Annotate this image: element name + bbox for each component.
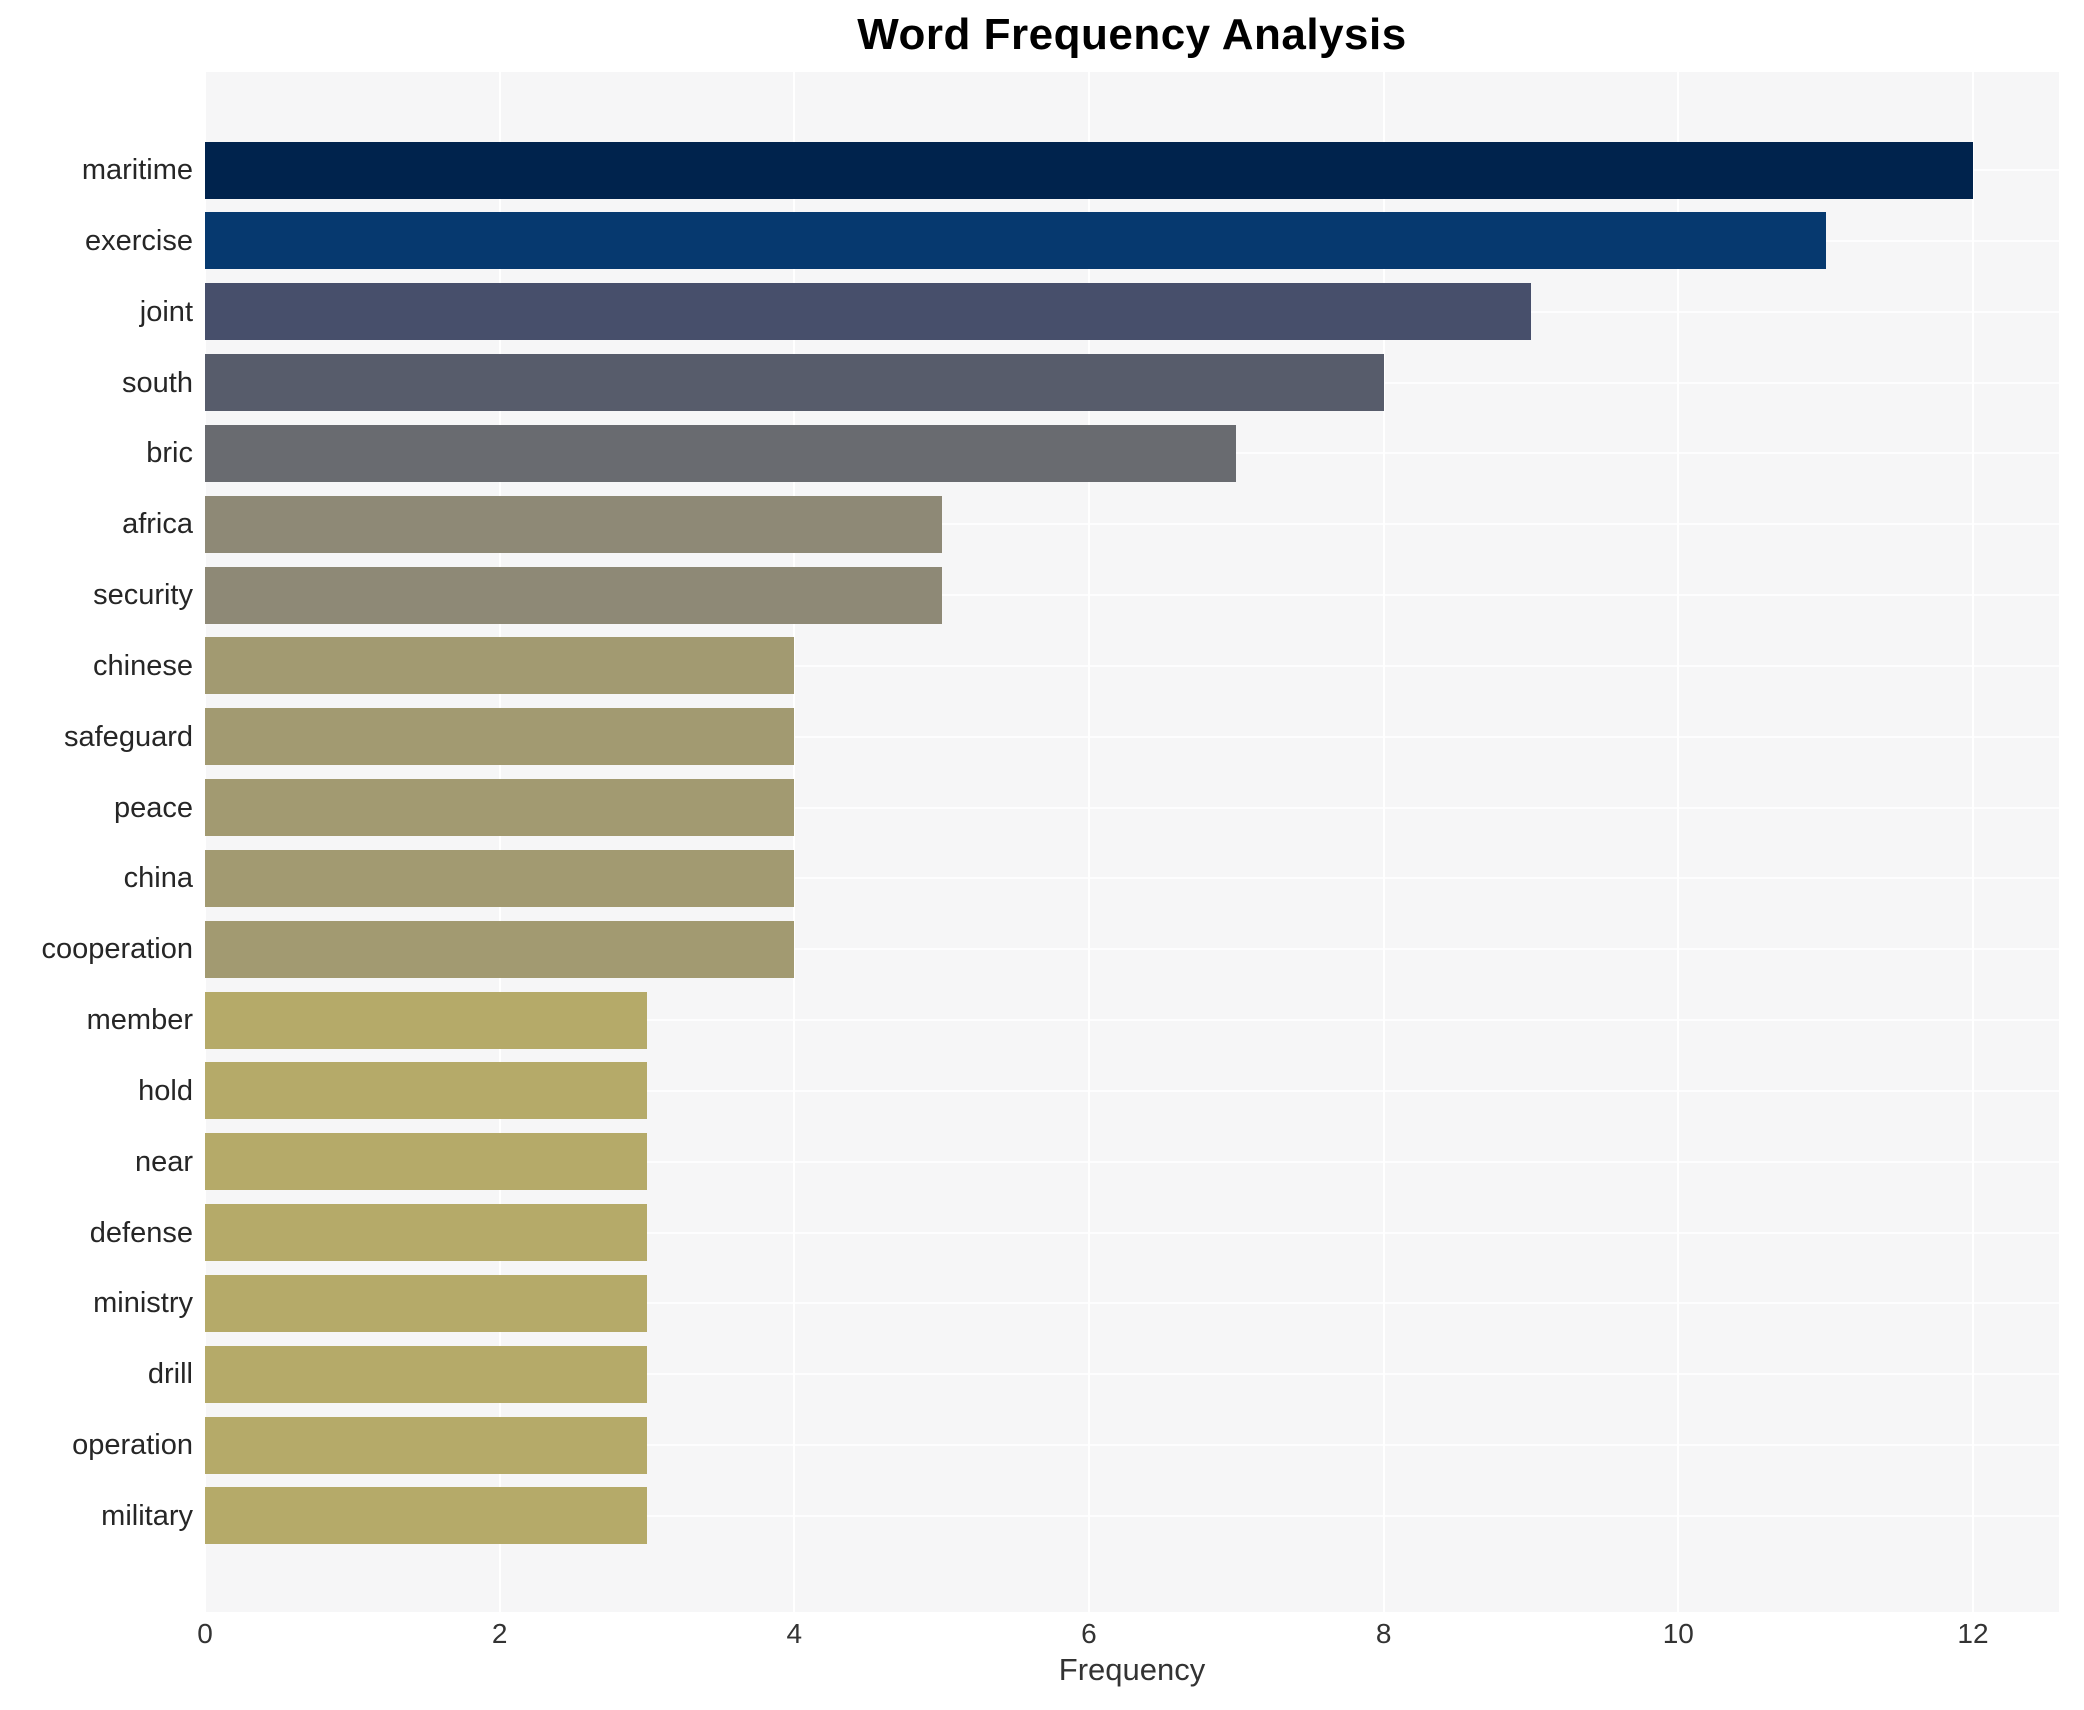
gridline-horizontal — [205, 877, 2059, 880]
x-tick-label-12: 12 — [1957, 1618, 1989, 1649]
x-tick-label-4: 4 — [786, 1618, 803, 1649]
bar-bric — [205, 424, 1237, 482]
x-tick-label-10: 10 — [1662, 1618, 1694, 1649]
gridline-vertical — [498, 72, 501, 1612]
y-tick-label-africa: africa — [122, 508, 193, 541]
bar-exercise — [205, 212, 1826, 270]
y-tick-label-hold: hold — [138, 1074, 193, 1107]
y-tick-label-bric: bric — [146, 437, 193, 470]
y-tick-label-peace: peace — [113, 791, 193, 824]
chart-title: Word Frequency Analysis — [857, 10, 1407, 59]
x-tick-label-6: 6 — [1081, 1618, 1097, 1649]
y-tick-label-maritime: maritime — [81, 154, 193, 186]
bar-china — [205, 849, 795, 907]
gridline-horizontal — [205, 1019, 2059, 1022]
bar-ministry — [205, 1274, 647, 1332]
gridline-horizontal — [205, 1231, 2059, 1234]
bar-safeguard — [205, 708, 795, 766]
bar-military — [205, 1487, 647, 1545]
y-tick-label-safeguard: safeguard — [64, 720, 193, 753]
y-tick-label-china: china — [123, 862, 193, 895]
bar-maritime — [205, 141, 1973, 199]
y-tick-label-security: security — [93, 579, 193, 612]
bar-defense — [205, 1204, 647, 1262]
x-tick-label-2: 2 — [491, 1618, 508, 1649]
y-tick-label-south: south — [122, 366, 193, 399]
plot-area — [204, 72, 2059, 1612]
y-tick-label-chinese: chinese — [93, 649, 193, 682]
y-tick-label-military: military — [101, 1499, 193, 1532]
gridline-horizontal — [205, 1373, 2059, 1376]
gridline-vertical — [1971, 72, 1974, 1612]
bar-member — [205, 991, 647, 1049]
gridline-horizontal — [205, 1089, 2059, 1092]
bar-drill — [205, 1345, 647, 1403]
bar-operation — [205, 1416, 647, 1474]
y-tick-label-drill: drill — [147, 1358, 193, 1391]
bar-chinese — [205, 637, 795, 695]
gridline-horizontal — [205, 1160, 2059, 1163]
bar-joint — [205, 283, 1531, 341]
gridline-vertical — [1382, 72, 1385, 1612]
gridline-vertical — [1087, 72, 1090, 1612]
gridline-horizontal — [205, 594, 2059, 597]
gridline-vertical — [204, 72, 206, 1612]
y-tick-label-ministry: ministry — [93, 1287, 193, 1320]
gridline-horizontal — [205, 1444, 2059, 1447]
gridline-vertical — [1677, 72, 1680, 1612]
y-tick-label-defense: defense — [89, 1216, 193, 1249]
gridline-horizontal — [205, 523, 2059, 526]
gridline-horizontal — [205, 806, 2059, 809]
x-tick-label-0: 0 — [197, 1618, 213, 1649]
bar-cooperation — [205, 920, 795, 978]
bar-near — [205, 1133, 647, 1191]
gridline-horizontal — [205, 664, 2059, 667]
x-axis-label: Frequency — [1058, 1652, 1206, 1687]
y-tick-label-cooperation: cooperation — [41, 933, 193, 966]
bar-security — [205, 566, 942, 624]
gridline-horizontal — [205, 735, 2059, 738]
bar-peace — [205, 779, 795, 837]
y-tick-label-near: near — [134, 1145, 193, 1178]
bar-south — [205, 354, 1384, 412]
y-tick-label-exercise: exercise — [85, 224, 193, 257]
gridline-horizontal — [205, 1302, 2059, 1305]
x-tick-label-8: 8 — [1375, 1618, 1392, 1649]
bar-hold — [205, 1062, 647, 1120]
gridline-vertical — [793, 72, 796, 1612]
gridline-horizontal — [205, 948, 2059, 951]
y-tick-label-member: member — [86, 1004, 193, 1037]
y-tick-label-operation: operation — [72, 1429, 193, 1462]
y-tick-label-joint: joint — [139, 295, 193, 328]
gridline-horizontal — [205, 1514, 2059, 1517]
bar-africa — [205, 495, 942, 553]
